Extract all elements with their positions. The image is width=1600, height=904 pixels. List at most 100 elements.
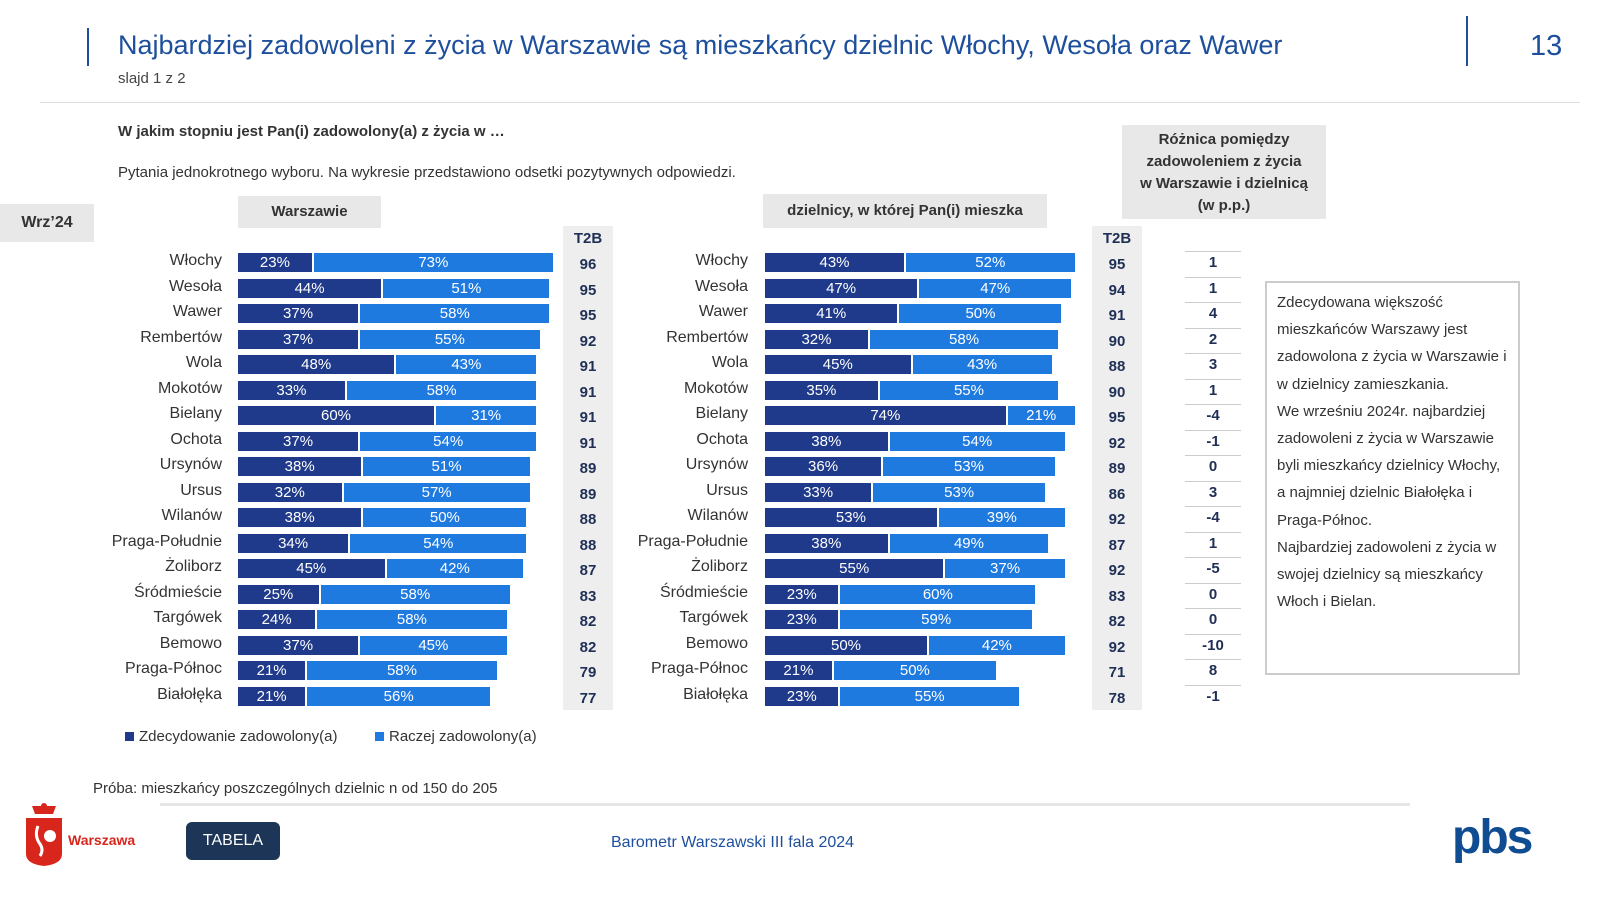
- category-label: Wesoła: [168, 277, 222, 295]
- category-label: Wola: [185, 354, 222, 371]
- bar-zdecydowanie: 55%: [765, 559, 944, 578]
- bar-zdecydowanie: 74%: [765, 406, 1006, 425]
- t2b-value: 92: [1108, 511, 1126, 528]
- bar-zdecydowanie: 23%: [238, 253, 312, 272]
- difference-value: 1: [1185, 251, 1241, 271]
- t2b-value: 91: [1108, 307, 1126, 324]
- category-label: Ochota: [696, 430, 748, 448]
- bar-raczej: 58%: [320, 584, 510, 604]
- t2b-value: 89: [579, 485, 597, 503]
- bar-zdecydowanie: 60%: [238, 406, 434, 425]
- bar-zdecydowanie: 38%: [238, 508, 362, 527]
- bar-raczej: 21%: [1007, 406, 1075, 425]
- bar-raczej: 54%: [350, 533, 527, 553]
- bar-raczej: 58%: [869, 329, 1059, 349]
- bar-raczej: 73%: [313, 253, 553, 272]
- t2b-value: 78: [1108, 689, 1126, 707]
- commentary-paragraph: We wrześniu 2024r. najbardziej zadowolen…: [1277, 402, 1501, 529]
- bar-zdecydowanie: 53%: [765, 508, 937, 527]
- bar-zdecydowanie: 37%: [238, 304, 359, 323]
- difference-value: -5: [1185, 557, 1241, 577]
- t2b-value: 89: [1108, 460, 1126, 477]
- bar-raczej: 57%: [343, 482, 530, 502]
- bar-raczej: 53%: [883, 457, 1055, 476]
- legend-swatch: [375, 732, 384, 741]
- commentary-paragraph: Najbardziej zadowoleni z życia w swojej …: [1277, 538, 1497, 611]
- bar-raczej: 43%: [912, 355, 1052, 374]
- category-label: Wilanów: [161, 507, 222, 524]
- category-label: Żoliborz: [691, 558, 748, 575]
- bar-zdecydowanie: 37%: [238, 431, 359, 451]
- bar-raczej: 50%: [833, 661, 996, 680]
- difference-header-line: w Warszawie i dzielnicą: [1140, 175, 1308, 192]
- category-label: Ursus: [180, 481, 222, 499]
- difference-value: 3: [1185, 480, 1241, 501]
- difference-header: Różnica pomiędzy zadowoleniem z życia w …: [1122, 125, 1326, 219]
- t2b-value: 87: [579, 562, 597, 579]
- bar-raczej: 56%: [307, 686, 491, 706]
- category-label: Targówek: [679, 609, 748, 626]
- bar-zdecydowanie: 47%: [765, 278, 918, 298]
- t2b-value: 91: [579, 434, 597, 452]
- bar-raczej: 55%: [879, 380, 1059, 400]
- difference-value: 0: [1185, 455, 1241, 475]
- t2b-value: 77: [579, 689, 597, 707]
- chart-left-title: Warszawie: [238, 196, 381, 228]
- bar-raczej: 50%: [899, 304, 1062, 323]
- bar-zdecydowanie: 32%: [238, 482, 342, 502]
- bar-zdecydowanie: 43%: [765, 253, 905, 272]
- bar-raczej: 51%: [383, 278, 550, 298]
- bar-raczej: 58%: [307, 661, 497, 680]
- bar-zdecydowanie: 24%: [238, 610, 316, 629]
- bar-zdecydowanie: 38%: [238, 457, 362, 476]
- t2b-value: 79: [579, 664, 597, 681]
- t2b-header-right: T2B: [1102, 230, 1132, 247]
- bar-raczej: 47%: [919, 278, 1072, 298]
- bar-raczej: 51%: [363, 457, 530, 476]
- t2b-value: 90: [1108, 332, 1126, 350]
- category-label: Praga-Północ: [125, 660, 222, 677]
- t2b-value: 88: [579, 511, 597, 528]
- bar-zdecydowanie: 45%: [238, 559, 385, 578]
- bar-zdecydowanie: 48%: [238, 355, 395, 374]
- t2b-value: 91: [579, 358, 597, 375]
- t2b-value: 94: [1108, 281, 1126, 299]
- page-number: 13: [1530, 30, 1563, 62]
- category-label: Bemowo: [685, 634, 748, 652]
- t2b-value: 87: [1108, 536, 1126, 554]
- sample-note: Próba: mieszkańcy poszczególnych dzielni…: [93, 780, 498, 797]
- category-label: Mokotów: [683, 379, 748, 397]
- difference-value: 3: [1185, 353, 1241, 373]
- commentary-box: Zdecydowana większość mieszkańców Warsza…: [1265, 281, 1520, 675]
- category-label: Ochota: [170, 430, 222, 448]
- category-label: Praga-Południe: [111, 532, 222, 550]
- bar-raczej: 53%: [873, 482, 1046, 502]
- legend-label: Zdecydowanie zadowolony(a): [139, 728, 338, 745]
- difference-header-line: (w p.p.): [1197, 197, 1251, 214]
- category-label: Wola: [711, 354, 748, 371]
- bar-zdecydowanie: 38%: [765, 533, 888, 553]
- warsaw-coat-of-arms-logo: [26, 803, 62, 866]
- t2b-value: 92: [579, 332, 597, 350]
- bar-zdecydowanie: 25%: [238, 584, 319, 604]
- t2b-value: 95: [579, 281, 597, 299]
- t2b-value: 88: [1108, 358, 1126, 375]
- t2b-value: 92: [1108, 562, 1126, 579]
- bar-zdecydowanie: 32%: [765, 329, 868, 349]
- t2b-column-left: [563, 226, 613, 710]
- bar-raczej: 54%: [889, 431, 1065, 451]
- category-label: Targówek: [153, 609, 222, 626]
- tabela-button[interactable]: TABELA: [186, 822, 280, 860]
- t2b-value: 86: [1108, 485, 1126, 503]
- bar-zdecydowanie: 23%: [765, 584, 839, 604]
- category-label: Rembertów: [666, 328, 748, 346]
- t2b-value: 71: [1108, 664, 1126, 681]
- t2b-value: 91: [579, 409, 597, 426]
- bar-zdecydowanie: 21%: [238, 686, 306, 706]
- category-label: Białołęka: [683, 685, 748, 703]
- difference-value: -10: [1185, 633, 1241, 654]
- bar-raczej: 59%: [840, 610, 1032, 629]
- difference-value: -4: [1185, 506, 1241, 526]
- t2b-value: 82: [579, 638, 597, 656]
- t2b-value: 82: [579, 613, 597, 630]
